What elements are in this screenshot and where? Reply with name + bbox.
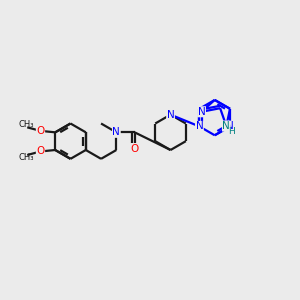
Text: CH₃: CH₃ [18, 153, 34, 162]
Text: N: N [112, 127, 120, 137]
Text: O: O [130, 143, 139, 154]
Text: CH₃: CH₃ [18, 121, 34, 130]
Text: H: H [228, 127, 235, 136]
Text: N: N [198, 107, 206, 117]
Text: N: N [226, 122, 234, 131]
Text: O: O [36, 126, 45, 136]
Text: O: O [36, 146, 45, 157]
Text: N: N [223, 121, 230, 131]
Text: N: N [167, 110, 174, 120]
Text: N: N [196, 122, 203, 131]
